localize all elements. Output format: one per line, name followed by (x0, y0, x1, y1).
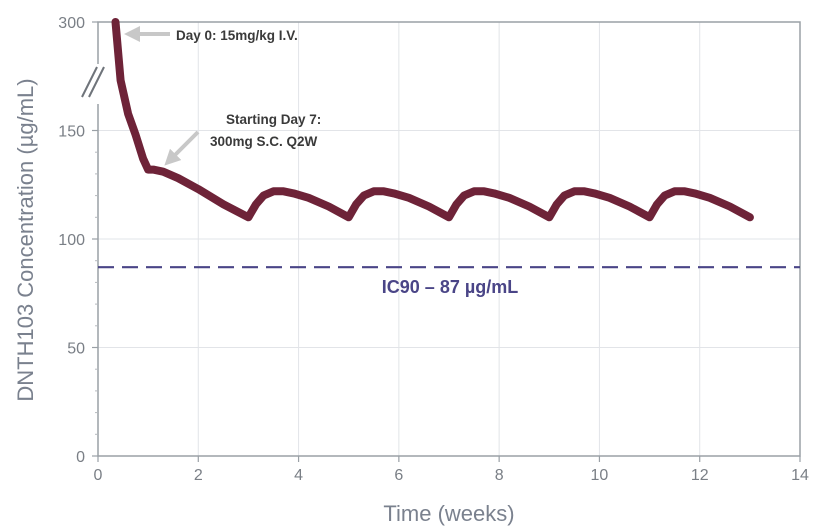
y-axis-title: DNTH103 Concentration (µg/mL) (13, 78, 38, 401)
y-tick-label: 100 (58, 232, 85, 249)
concentration-series-line (111, 18, 754, 222)
ic90-label: IC90 – 87 µg/mL (382, 277, 518, 297)
reference-line-group: IC90 – 87 µg/mL (98, 266, 800, 297)
x-tick-label: 8 (495, 467, 504, 484)
series-group (111, 18, 754, 222)
y-tick-label: 0 (76, 449, 85, 466)
axis-break-group (81, 64, 112, 104)
day7-arrow (164, 130, 200, 166)
x-tick-label: 12 (691, 467, 709, 484)
axis-break-slash (81, 66, 98, 98)
day7-annotation-line2: 300mg S.C. Q2W (210, 134, 318, 149)
day7-annotation-line1: Starting Day 7: (226, 112, 321, 127)
grid (98, 22, 800, 456)
y-tick-label: 150 (58, 124, 85, 141)
x-tick-label: 0 (94, 467, 103, 484)
x-axis-title: Time (weeks) (383, 501, 514, 526)
day0-annotation: Day 0: 15mg/kg I.V. (176, 28, 298, 43)
x-tick-label: 4 (294, 467, 303, 484)
x-tick-label: 2 (194, 467, 203, 484)
x-tick-label: 14 (791, 467, 809, 484)
y-tick-label: 50 (67, 341, 85, 358)
y-tick-label: 300 (58, 15, 85, 32)
annotations-group: Day 0: 15mg/kg I.V. Starting Day 7: 300mg … (124, 26, 321, 166)
x-tick-label: 10 (591, 467, 609, 484)
axis-break-slash (88, 66, 105, 98)
x-tick-label: 6 (394, 467, 403, 484)
axis-ticks: 0 2 4 6 8 10 12 14 0 50 100 150 300 (58, 15, 809, 484)
